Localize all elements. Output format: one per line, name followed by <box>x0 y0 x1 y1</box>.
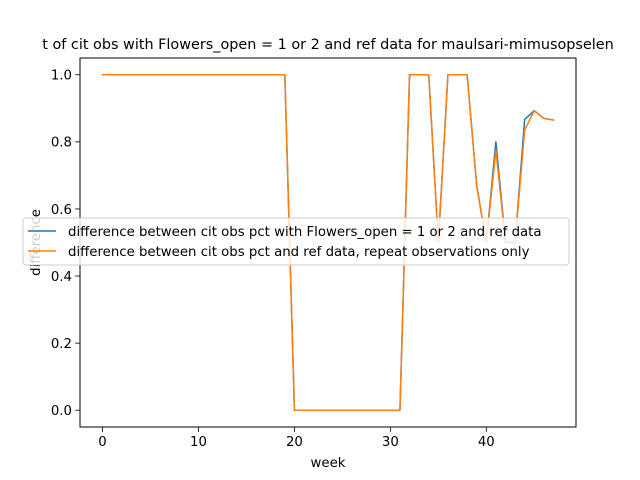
legend-box <box>22 217 570 266</box>
x-tick-label: 30 <box>382 435 399 450</box>
x-axis-label: week <box>311 456 346 471</box>
series-line-2 <box>101 74 555 411</box>
legend: difference between cit obs pct with Flow… <box>22 217 570 266</box>
series-lines <box>101 74 555 411</box>
x-tick-label: 10 <box>190 435 207 450</box>
x-axis-ticks: 0 10 20 30 40 <box>98 427 495 450</box>
y-tick-label: 1.0 <box>51 69 72 84</box>
x-tick-label: 0 <box>98 435 106 450</box>
y-tick-label: 0.8 <box>51 136 72 151</box>
y-axis-ticks: 0.0 0.2 0.4 0.6 0.8 1.0 <box>51 69 80 419</box>
legend-label-series-2: difference between cit obs pct and ref d… <box>68 245 530 260</box>
y-tick-label: 0.0 <box>51 404 72 419</box>
y-tick-label: 0.6 <box>51 203 72 218</box>
legend-label-series-1: difference between cit obs pct with Flow… <box>68 225 542 240</box>
chart-title: t of cit obs with Flowers_open = 1 or 2 … <box>42 37 613 53</box>
x-tick-label: 20 <box>286 435 303 450</box>
y-tick-label: 0.4 <box>51 270 72 285</box>
x-tick-label: 40 <box>478 435 495 450</box>
y-tick-label: 0.2 <box>51 337 72 352</box>
